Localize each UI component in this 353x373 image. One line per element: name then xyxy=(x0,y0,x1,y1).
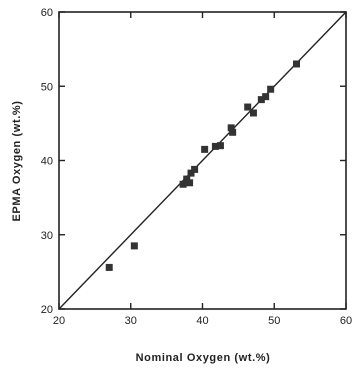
data-point xyxy=(244,103,252,111)
y-tick-label: 60 xyxy=(41,7,53,19)
data-point xyxy=(267,85,275,93)
data-point xyxy=(211,142,219,150)
data-point xyxy=(187,169,195,177)
y-tick-label: 20 xyxy=(41,304,53,316)
y-axis-label: EPMA Oxygen (wt.%) xyxy=(11,100,23,221)
y-tick-label: 30 xyxy=(41,230,53,242)
data-point xyxy=(229,128,237,136)
data-point xyxy=(105,263,113,271)
x-tick-label: 60 xyxy=(340,315,352,327)
data-point xyxy=(186,179,194,187)
y-tick-label: 40 xyxy=(41,156,53,168)
x-tick-label: 40 xyxy=(196,315,208,327)
data-point xyxy=(216,142,224,150)
data-point xyxy=(183,175,191,183)
identity-line xyxy=(58,11,347,310)
data-point xyxy=(179,180,187,188)
plot-layer: 20 30 40 50 60 20 30 40 50 60 xyxy=(41,7,352,327)
data-point xyxy=(130,242,138,250)
x-axis-label: Nominal Oxygen (wt.%) xyxy=(136,352,271,364)
data-point xyxy=(249,109,257,117)
y-tick-label: 50 xyxy=(41,81,53,93)
data-point xyxy=(262,93,270,101)
x-tick-label: 50 xyxy=(268,315,280,327)
x-tick-label: 20 xyxy=(53,315,65,327)
data-point xyxy=(201,145,209,153)
data-point xyxy=(292,60,300,68)
x-tick-label: 30 xyxy=(125,315,137,327)
data-point xyxy=(191,165,199,173)
data-point xyxy=(257,96,265,104)
data-point xyxy=(227,124,235,132)
